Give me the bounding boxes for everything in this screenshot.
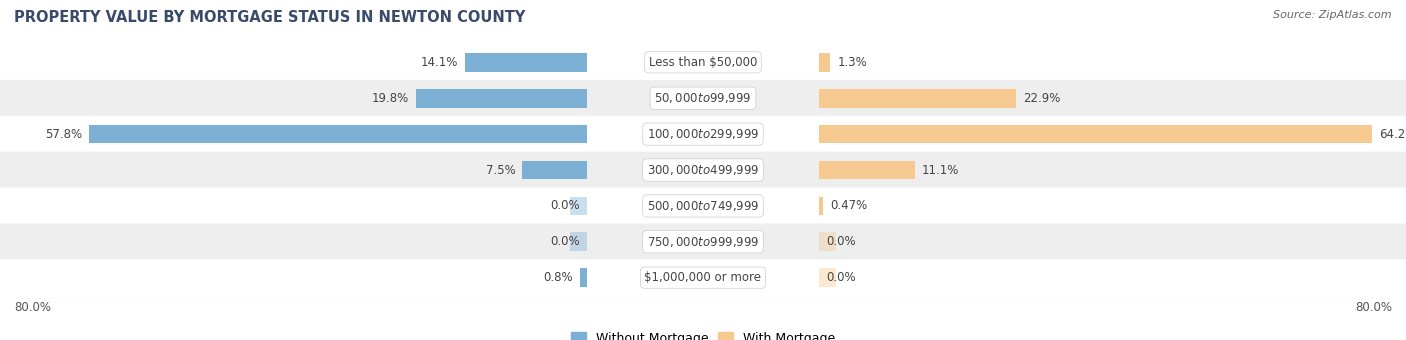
Bar [89,125,586,143]
Bar [820,89,1017,107]
Bar [569,233,586,251]
FancyBboxPatch shape [0,116,1406,152]
FancyBboxPatch shape [0,223,1406,260]
Text: 0.0%: 0.0% [827,235,856,248]
Bar [820,233,837,251]
Text: 19.8%: 19.8% [373,92,409,105]
Text: 0.0%: 0.0% [550,199,579,212]
Text: $100,000 to $299,999: $100,000 to $299,999 [647,127,759,141]
Text: Less than $50,000: Less than $50,000 [648,56,758,69]
Text: $500,000 to $749,999: $500,000 to $749,999 [647,199,759,213]
Text: 7.5%: 7.5% [485,164,515,176]
Text: $750,000 to $999,999: $750,000 to $999,999 [647,235,759,249]
Text: 0.0%: 0.0% [550,235,579,248]
Bar [522,161,586,179]
Bar [465,53,586,72]
Bar [579,268,586,287]
Text: 80.0%: 80.0% [14,301,51,314]
Bar [820,161,915,179]
Bar [820,197,824,215]
Text: 80.0%: 80.0% [1355,301,1392,314]
Text: 22.9%: 22.9% [1024,92,1060,105]
Legend: Without Mortgage, With Mortgage: Without Mortgage, With Mortgage [565,327,841,340]
FancyBboxPatch shape [0,80,1406,117]
Text: 0.47%: 0.47% [830,199,868,212]
Text: 0.8%: 0.8% [543,271,574,284]
Text: $50,000 to $99,999: $50,000 to $99,999 [654,91,752,105]
Bar [820,268,837,287]
Text: PROPERTY VALUE BY MORTGAGE STATUS IN NEWTON COUNTY: PROPERTY VALUE BY MORTGAGE STATUS IN NEW… [14,10,526,25]
Bar [820,125,1372,143]
Text: 11.1%: 11.1% [922,164,959,176]
Text: Source: ZipAtlas.com: Source: ZipAtlas.com [1274,10,1392,20]
Text: $1,000,000 or more: $1,000,000 or more [644,271,762,284]
Text: $300,000 to $499,999: $300,000 to $499,999 [647,163,759,177]
Text: 57.8%: 57.8% [45,128,82,141]
Text: 0.0%: 0.0% [827,271,856,284]
Text: 1.3%: 1.3% [838,56,868,69]
FancyBboxPatch shape [0,44,1406,81]
FancyBboxPatch shape [0,152,1406,188]
Bar [416,89,586,107]
Text: 64.2%: 64.2% [1379,128,1406,141]
FancyBboxPatch shape [0,188,1406,224]
Bar [820,53,831,72]
FancyBboxPatch shape [0,259,1406,296]
Bar [569,197,586,215]
Text: 14.1%: 14.1% [420,56,458,69]
